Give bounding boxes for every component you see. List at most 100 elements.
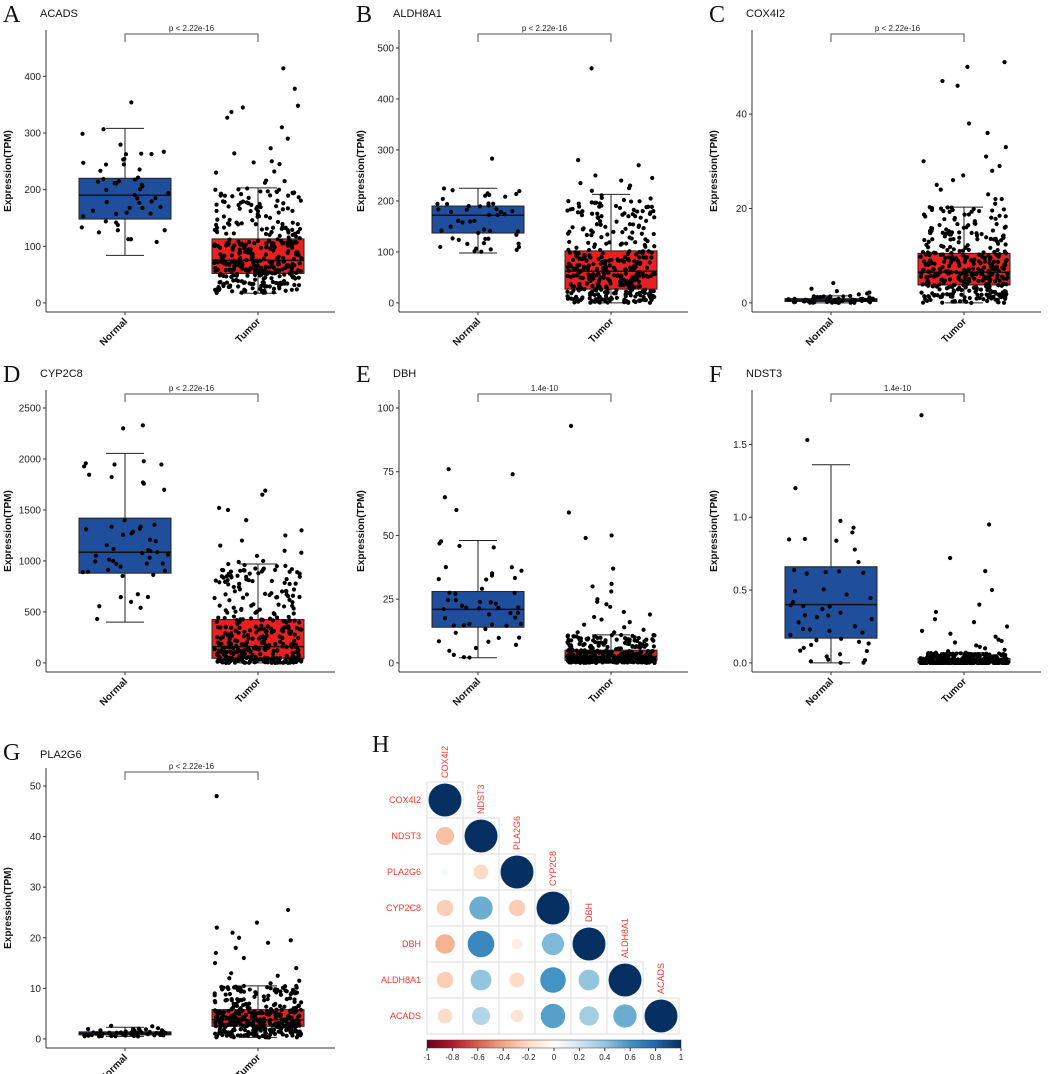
data-point: [1001, 300, 1007, 305]
correlation-circle: [471, 1006, 491, 1026]
data-point: [939, 277, 944, 282]
data-point: [494, 207, 499, 212]
data-point: [299, 256, 304, 261]
data-point: [237, 1020, 243, 1026]
data-point: [586, 240, 591, 245]
data-point: [137, 526, 142, 531]
panel-b: B ALDH8A1 0 100 200 300 400 500 Expression(TPM) p…: [356, 2, 688, 348]
data-point: [238, 264, 243, 269]
data-point: [630, 278, 635, 283]
data-point: [238, 192, 244, 197]
data-point: [284, 996, 289, 1002]
data-point: [287, 239, 292, 244]
data-point: [990, 228, 995, 233]
data-point: [285, 624, 291, 629]
data-point: [964, 282, 969, 287]
data-point: [103, 162, 109, 167]
data-point: [605, 644, 610, 650]
p-value-label: p < 2.22e-16: [875, 24, 921, 33]
data-point: [993, 634, 998, 639]
data-point: [566, 199, 571, 204]
data-point: [436, 207, 441, 212]
data-point: [598, 219, 603, 224]
data-point: [1003, 242, 1008, 247]
data-point: [791, 599, 796, 605]
data-point: [637, 273, 642, 279]
data-point: [1005, 271, 1010, 277]
x-tick-label: Tumor: [587, 316, 616, 345]
data-point: [638, 293, 643, 298]
data-point: [473, 645, 479, 651]
data-point: [596, 256, 601, 261]
data-point: [629, 282, 634, 288]
data-point: [595, 211, 600, 216]
data-point: [293, 656, 299, 661]
data-point: [856, 559, 861, 565]
data-point: [976, 266, 981, 272]
data-point: [263, 231, 269, 237]
data-point: [603, 224, 608, 229]
data-point: [568, 423, 574, 428]
data-point: [947, 657, 952, 662]
data-point: [95, 616, 100, 622]
data-point: [225, 507, 231, 513]
data-point: [948, 631, 953, 636]
data-point: [808, 659, 813, 664]
data-point: [934, 284, 940, 289]
data-point: [166, 190, 171, 195]
column-label: COX4I2: [440, 746, 450, 778]
data-point: [213, 950, 218, 956]
data-point: [235, 222, 241, 227]
data-point: [792, 296, 797, 301]
p-value-label: 1.4e-10: [884, 384, 912, 393]
data-point: [807, 627, 813, 632]
data-point: [591, 638, 596, 643]
data-point: [868, 595, 873, 601]
colorbar-tick-label: -0.4: [496, 1053, 510, 1062]
data-point: [212, 993, 217, 998]
data-point: [267, 215, 273, 220]
data-point: [865, 298, 870, 303]
data-point: [477, 606, 482, 611]
data-point: [946, 285, 951, 290]
data-point: [239, 290, 244, 295]
data-point: [966, 212, 971, 217]
correlation-circle: [541, 932, 565, 956]
data-point: [949, 270, 954, 275]
y-axis-label: Expression(TPM): [3, 130, 14, 212]
data-point: [869, 617, 874, 622]
data-point: [859, 298, 864, 304]
data-point: [804, 571, 809, 576]
data-point: [265, 985, 270, 990]
data-point: [630, 275, 635, 280]
data-point: [614, 637, 619, 642]
correlation-circle: [608, 963, 642, 997]
data-point: [635, 209, 640, 214]
data-point: [291, 606, 296, 611]
data-point: [294, 985, 299, 990]
data-point: [135, 196, 140, 201]
data-point: [460, 220, 465, 225]
data-point: [234, 273, 239, 278]
data-point: [865, 291, 870, 296]
data-point: [588, 649, 593, 654]
data-point: [946, 255, 951, 260]
data-point: [274, 1007, 279, 1012]
panel-f: F NDST3 0.0 0.5 1.0 1.5 Expression(TPM) 1.4e-10…: [709, 362, 1041, 708]
data-point: [814, 638, 819, 643]
data-point: [267, 616, 273, 621]
data-point: [272, 169, 277, 174]
data-point: [811, 296, 816, 302]
data-point: [631, 222, 636, 227]
data-point: [801, 604, 806, 609]
data-point: [969, 209, 974, 214]
data-point: [996, 637, 1001, 642]
data-point: [481, 240, 487, 246]
data-point: [213, 1020, 218, 1025]
data-point: [991, 659, 996, 664]
data-point: [290, 987, 296, 992]
data-point: [221, 225, 227, 230]
data-point: [161, 149, 166, 154]
data-point: [442, 616, 448, 621]
data-point: [137, 200, 142, 206]
